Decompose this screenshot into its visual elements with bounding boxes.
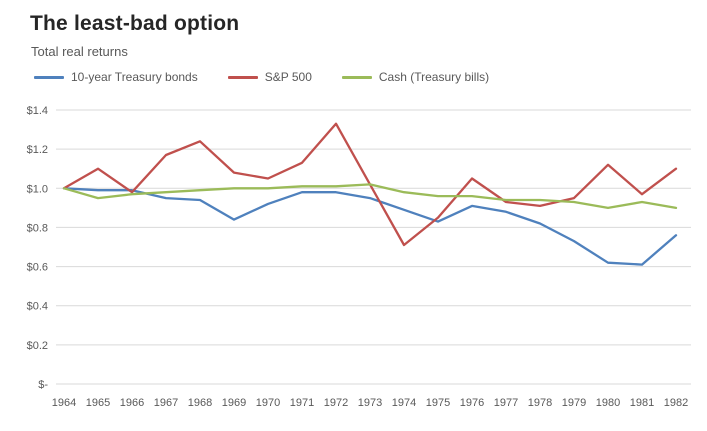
- legend-item: Cash (Treasury bills): [341, 70, 490, 84]
- series-line-cash-treasury-bills: [62, 183, 678, 210]
- x-axis-tick-label: 1966: [120, 397, 144, 409]
- legend-line-swatch: [341, 75, 372, 79]
- legend: 10-year Treasury bonds S&P 500 Cash (Treas…: [34, 70, 489, 84]
- x-axis-tick-label: 1972: [324, 397, 348, 409]
- x-axis-tick-label: 1965: [86, 397, 110, 409]
- legend-label: Cash (Treasury bills): [378, 70, 490, 84]
- legend-item: S&P 500: [227, 70, 312, 84]
- y-axis-tick-label: $1.0: [27, 183, 48, 195]
- x-axis-tick-label: 1968: [188, 397, 212, 409]
- x-axis-tick-label: 1982: [664, 397, 688, 409]
- legend-label: 10-year Treasury bonds: [71, 70, 198, 84]
- legend-item: 10-year Treasury bonds: [34, 70, 198, 84]
- chart-subtitle: Total real returns: [31, 44, 128, 59]
- y-axis-tick-label: $0.4: [27, 301, 48, 313]
- x-axis-tick-label: 1977: [494, 397, 518, 409]
- x-axis-tick-label: 1969: [222, 397, 246, 409]
- x-axis-tick-label: 1981: [630, 397, 654, 409]
- series-line-10-year-treasury-bonds: [62, 187, 678, 266]
- x-axis-tick-label: 1979: [562, 397, 586, 409]
- x-axis-tick-label: 1970: [256, 397, 280, 409]
- page-title: The least-bad option: [30, 12, 240, 35]
- y-axis-tick-label: $0.2: [27, 340, 48, 352]
- x-axis-tick-label: 1980: [596, 397, 620, 409]
- x-axis-tick-label: 1967: [154, 397, 178, 409]
- y-axis-tick-label: $0.8: [27, 222, 48, 234]
- legend-line-swatch: [227, 75, 258, 79]
- y-axis-tick-label: $1.4: [27, 105, 48, 117]
- x-axis-tick-label: 1971: [290, 397, 314, 409]
- x-axis-tick-label: 1975: [426, 397, 450, 409]
- y-axis-tick-label: $0.6: [27, 262, 48, 274]
- x-axis-tick-label: 1974: [392, 397, 416, 409]
- x-axis-tick-label: 1976: [460, 397, 484, 409]
- y-axis-tick-label: $-: [38, 379, 48, 391]
- y-axis-tick-label: $1.2: [27, 144, 48, 156]
- x-axis-tick-label: 1964: [52, 397, 76, 409]
- legend-line-swatch: [34, 75, 64, 79]
- legend-label: S&P 500: [264, 70, 312, 84]
- x-axis-tick-label: 1973: [358, 397, 382, 409]
- x-axis-tick-label: 1978: [528, 397, 552, 409]
